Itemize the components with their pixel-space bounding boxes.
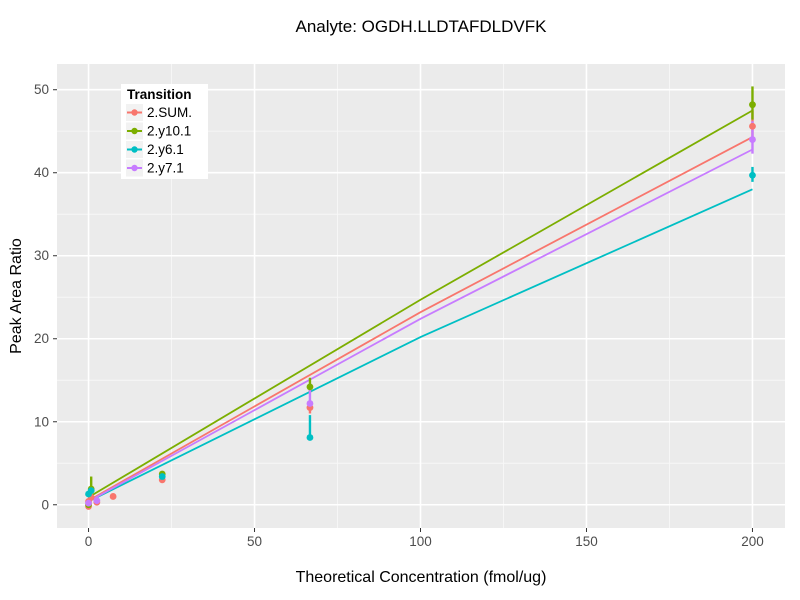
legend-swatch-point (131, 109, 138, 116)
axis-tick-labels: 0 50 100 150 200 0 10 20 30 40 50 (34, 82, 764, 549)
data-point-2.y10.1 (749, 101, 756, 109)
y-tick-label: 50 (34, 82, 49, 97)
data-point-2.y7.1 (306, 400, 314, 407)
x-tick-label: 0 (85, 534, 93, 549)
legend-swatch-point (131, 127, 138, 135)
trend-line-2.SUM. (88, 136, 753, 502)
legend-item-label: 2.SUM. (147, 105, 192, 120)
x-tick-label: 100 (409, 534, 432, 549)
data-point-2.y7.1 (93, 497, 101, 505)
data-point-2.y6.1 (87, 487, 95, 495)
legend: Transition 2.SUM. 2.y10.1 2.y6.1 2.y7.1 (121, 84, 208, 179)
data-point-2.y6.1 (306, 434, 314, 441)
trend-line-2.y6.1 (88, 188, 753, 503)
legend-swatch-point (131, 164, 138, 172)
trend-line-2.y10.1 (88, 109, 753, 499)
y-tick-label: 20 (34, 331, 49, 346)
y-tick-label: 0 (41, 497, 49, 512)
y-axis-title: Peak Area Ratio (8, 238, 25, 354)
data-point-2.y10.1 (306, 383, 314, 391)
legend-item-2.y7.1: 2.y7.1 (126, 159, 184, 177)
data-point-2.SUM. (749, 122, 756, 130)
legend-item-label: 2.y7.1 (147, 161, 184, 176)
x-tick-label: 150 (575, 534, 598, 549)
data-point-2.SUM. (109, 493, 117, 500)
legend-item-2.SUM.: 2.SUM. (126, 104, 192, 121)
x-tick-label: 200 (741, 534, 764, 549)
data-point-2.y6.1 (749, 171, 756, 179)
trend-line-2.y7.1 (88, 148, 753, 503)
x-tick-label: 50 (247, 534, 262, 549)
data-points-layer (85, 101, 756, 510)
data-point-2.y7.1 (749, 136, 756, 143)
legend-title: Transition (127, 87, 192, 102)
legend-items: 2.SUM. 2.y10.1 2.y6.1 2.y7.1 (126, 104, 192, 177)
trend-lines-layer (88, 109, 753, 503)
legend-item-2.y6.1: 2.y6.1 (126, 141, 184, 158)
data-point-2.y7.1 (85, 499, 92, 507)
axis-tick-marks (53, 89, 753, 532)
chart-title: Analyte: OGDH.LLDTAFDLDVFK (296, 17, 548, 36)
legend-swatch-point (131, 146, 138, 153)
legend-item-label: 2.y6.1 (147, 142, 184, 157)
y-tick-label: 40 (34, 165, 49, 180)
legend-item-2.y10.1: 2.y10.1 (126, 122, 191, 140)
y-tick-label: 10 (34, 414, 49, 429)
y-tick-label: 30 (34, 248, 49, 263)
data-point-2.y6.1 (158, 473, 166, 480)
major-gridlines (57, 64, 785, 528)
legend-item-label: 2.y10.1 (147, 124, 191, 139)
x-axis-title: Theoretical Concentration (fmol/ug) (296, 569, 547, 586)
